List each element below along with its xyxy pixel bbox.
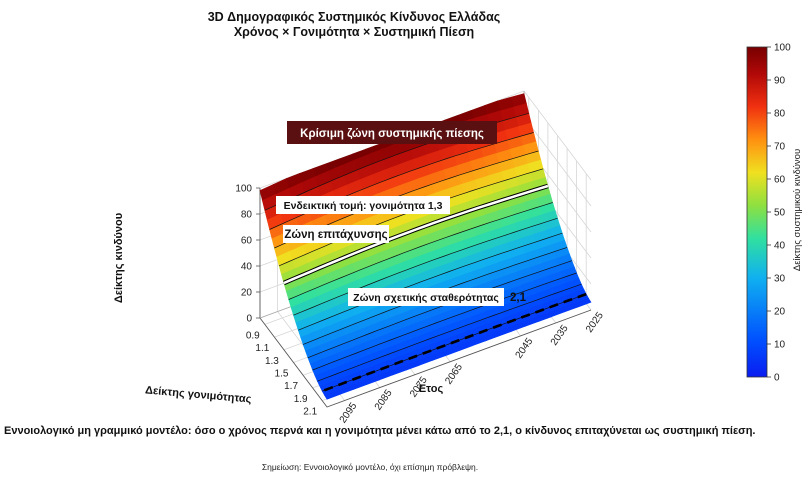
y-tick-label: 2045 — [514, 336, 536, 361]
x-tick-label: 1.7 — [284, 381, 298, 392]
threshold-label: 2,1 — [510, 292, 527, 304]
z-axis-label: Δείκτης κινδύνου — [113, 213, 125, 303]
z-tick-label: 40 — [241, 262, 253, 273]
section-line-label: Ενδεικτική τομή: γονιμότητα 1,3 — [284, 200, 443, 212]
reference-line-2-1 — [321, 292, 587, 393]
colorbar-tick-label: 80 — [774, 109, 786, 120]
x-tick-label: 1.3 — [265, 356, 279, 367]
colorbar-ticks: 0 10 20 30 40 50 60 70 80 90 100 — [767, 43, 791, 384]
y-tick-label: 2035 — [549, 323, 571, 348]
colorbar-tick-label: 10 — [774, 340, 786, 351]
acceleration-zone-label: Ζώνη επιτάχυνσης — [284, 229, 387, 241]
x-axis-label: Δείκτης γονιμότητας — [145, 384, 253, 405]
x-tick-label: 0.9 — [246, 330, 260, 341]
contour-line — [312, 272, 577, 371]
y-tick-label: 2095 — [338, 400, 360, 425]
z-tick-label: 0 — [246, 314, 252, 325]
contour-line — [293, 217, 558, 316]
colorbar-tick-label: 100 — [774, 43, 791, 54]
contour-line — [317, 283, 582, 382]
z-tick-label: 80 — [241, 210, 253, 221]
colorbar-tick-label: 0 — [774, 373, 780, 384]
x-tick-label: 1.9 — [294, 394, 308, 405]
colorbar-label: Δείκτης συστημικού κινδύνου — [792, 149, 803, 271]
stability-box — [348, 288, 504, 306]
stability-zone-label: Ζώνη σχετικής σταθερότητας — [353, 292, 499, 304]
z-tick-label: 20 — [241, 288, 253, 299]
colorbar-tick-label: 30 — [774, 274, 786, 285]
x-tick-label: 1.1 — [255, 343, 269, 354]
colorbar-tick-label: 90 — [774, 76, 786, 87]
contour-line — [298, 232, 563, 331]
x-tick-label: 2.1 — [303, 407, 317, 418]
critical-zone-box — [287, 121, 497, 144]
contour-line — [307, 260, 573, 359]
z-tick-label: 60 — [241, 236, 253, 247]
axes-box — [259, 188, 592, 408]
y-tick-label: 2025 — [584, 310, 606, 335]
y-axis-label: Έτος — [417, 383, 444, 395]
acceleration-box — [283, 225, 389, 243]
colorbar-tick-label: 50 — [774, 208, 786, 219]
colorbar-tick-label: 70 — [774, 142, 786, 153]
surface-cell — [324, 390, 341, 400]
x-tick-label: 1.5 — [275, 369, 289, 380]
figure-caption: Εννοιολογικό μη γραμμικό μοντέλο: όσο ο … — [4, 425, 755, 437]
colorbar-tick-label: 20 — [774, 307, 786, 318]
z-tick-label: 100 — [235, 184, 252, 195]
contour-line — [288, 202, 553, 300]
colorbar — [746, 46, 768, 378]
y-tick-label: 2065 — [443, 362, 465, 387]
reference-line-1-3 — [283, 184, 549, 285]
critical-zone-label: Κρίσιμη ζώνη συστημικής πίεσης — [300, 128, 484, 140]
chart-title: 3D Δημογραφικός Συστημικός Κίνδυνος Ελλά… — [208, 10, 501, 24]
colorbar-tick-label: 40 — [774, 241, 786, 252]
colorbar-tick-label: 60 — [774, 175, 786, 186]
figure-note: Σημείωση: Εννοιολογικό μοντέλο, όχι επίσ… — [262, 462, 478, 472]
y-tick-label: 2085 — [373, 388, 395, 413]
chart-subtitle: Χρόνος × Γονιμότητα × Συστημική Πίεση — [234, 25, 474, 39]
section-label-box — [276, 196, 450, 214]
